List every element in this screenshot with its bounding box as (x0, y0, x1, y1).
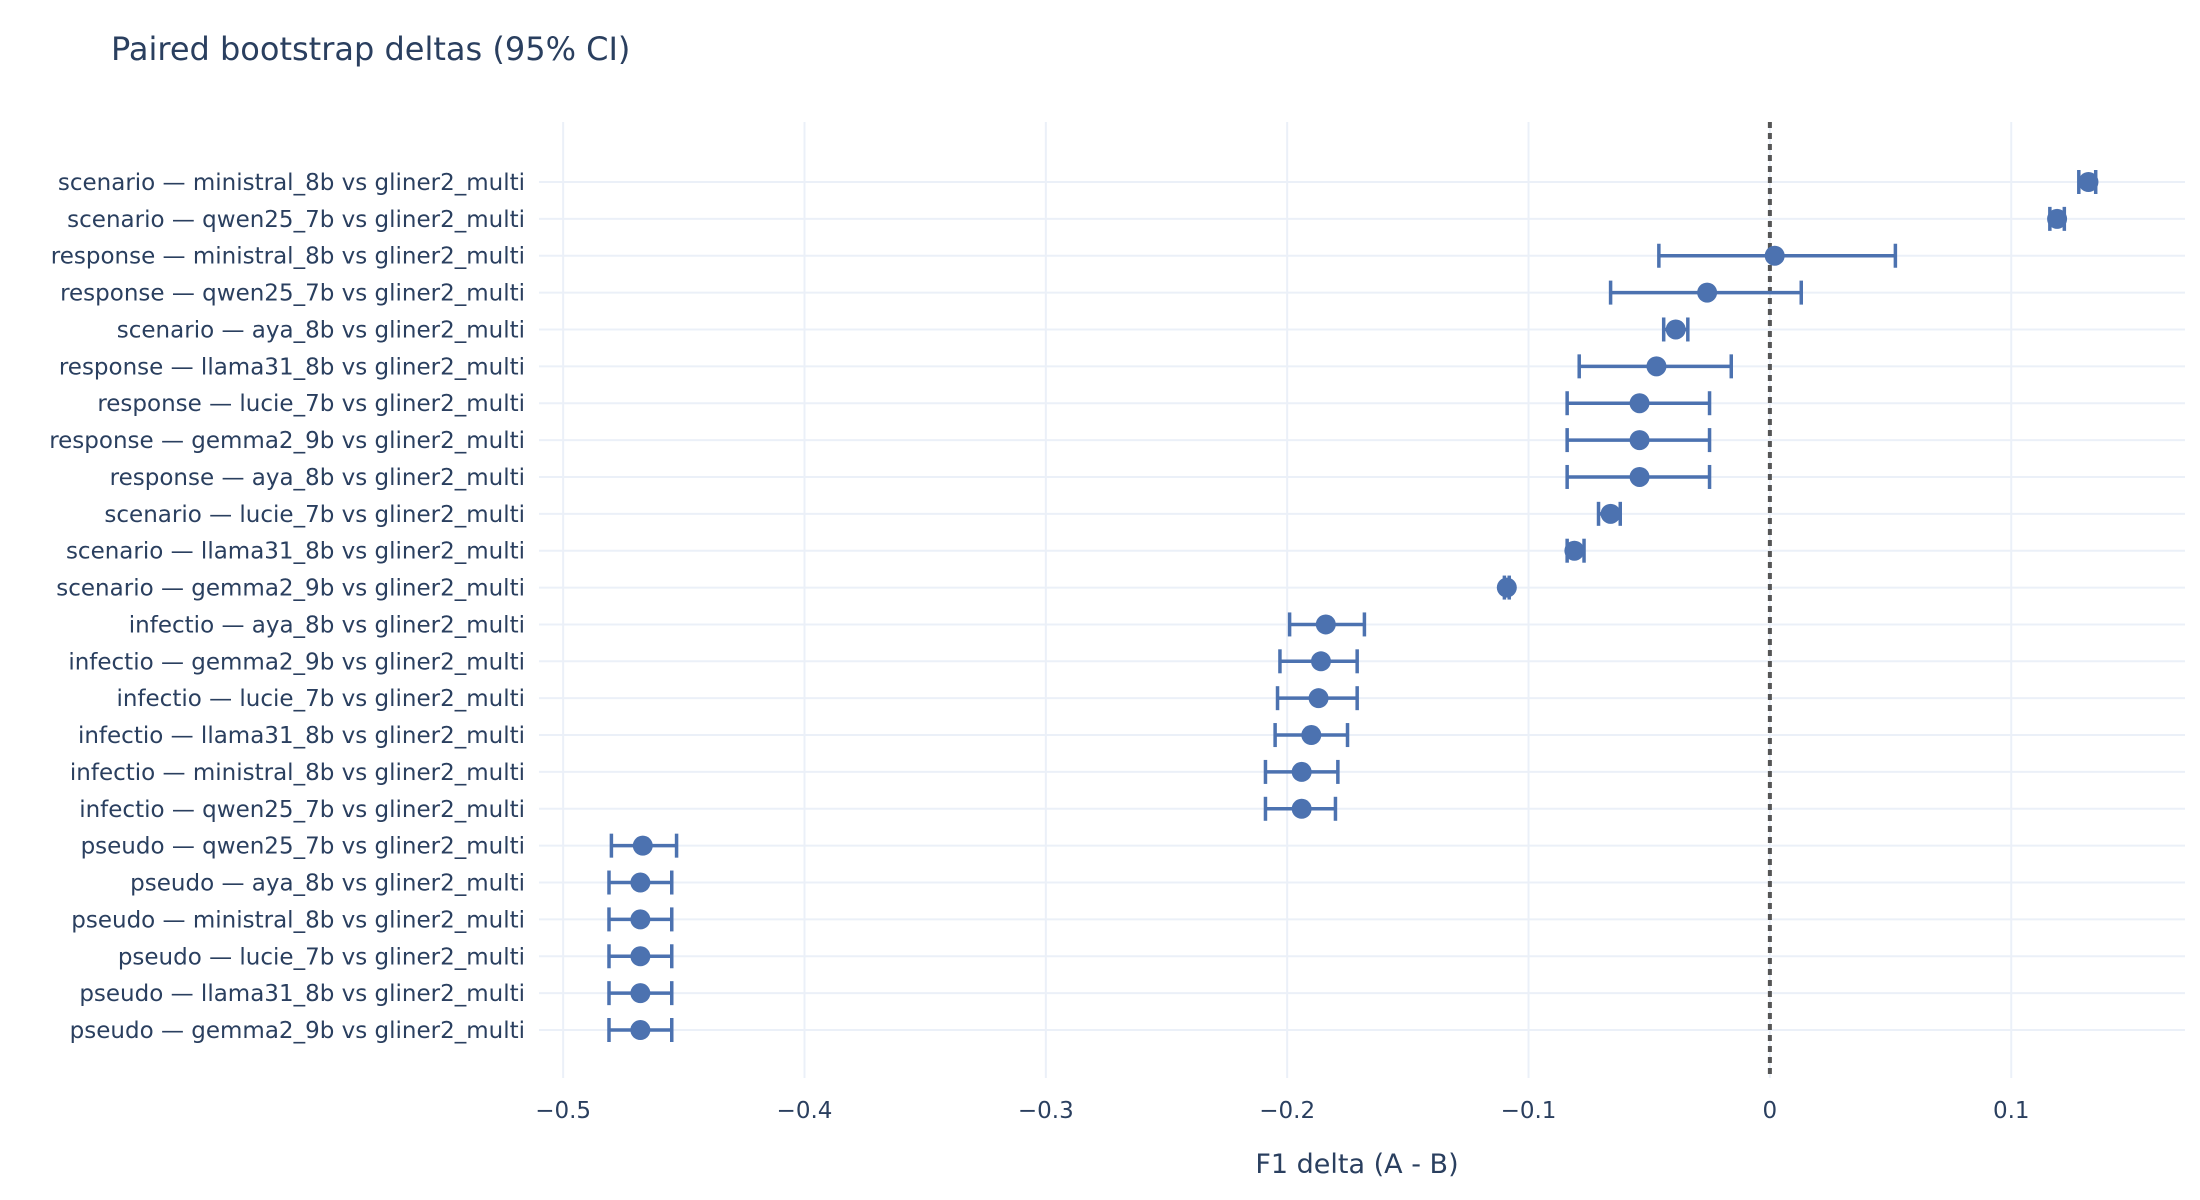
y-tick-label: scenario — qwen25_7b vs gliner2_multi (67, 207, 525, 233)
data-point-10 (1596, 501, 1622, 526)
y-tick-label: scenario — ministral_8b vs gliner2_multi (58, 170, 525, 196)
point-marker (630, 983, 651, 1004)
y-tick-label: pseudo — ministral_8b vs gliner2_multi (71, 907, 525, 933)
point-marker (2078, 172, 2099, 192)
point-marker (1308, 688, 1329, 709)
data-point-19 (609, 833, 679, 858)
point-marker (1600, 503, 1621, 524)
point-marker (1629, 430, 1650, 451)
point-marker (1646, 356, 1667, 377)
x-tick-label: −0.5 (535, 1098, 591, 1124)
chart-title: Paired bootstrap deltas (95% CI) (111, 30, 630, 68)
point-marker (1665, 319, 1686, 340)
data-point-4 (1608, 280, 1804, 305)
point-marker (1291, 761, 1312, 782)
data-point-18 (1263, 796, 1338, 821)
y-tick-label: pseudo — gemma2_9b vs gliner2_multi (70, 1018, 525, 1044)
y-axis-labels: scenario — ministral_8b vs gliner2_multi… (49, 170, 525, 1044)
point-marker (1310, 651, 1331, 672)
point-marker (630, 946, 651, 967)
x-axis-ticks: −0.5 −0.4 −0.3 −0.2 −0.1 0 0.1 (535, 1098, 2029, 1124)
point-marker (1315, 614, 1336, 635)
data-point-5 (1661, 317, 1690, 342)
point-marker (630, 872, 651, 893)
point-marker (630, 1020, 651, 1041)
point-marker (632, 835, 653, 856)
point-marker (1764, 245, 1785, 266)
grid (539, 122, 2185, 1078)
point-marker (1564, 540, 1585, 561)
y-tick-label: infectio — ministral_8b vs gliner2_multi (70, 760, 525, 786)
x-axis-label: F1 delta (A - B) (1255, 1149, 1458, 1180)
data-point-22 (607, 944, 674, 969)
y-tick-label: scenario — llama31_8b vs gliner2_multi (66, 539, 525, 565)
data-marks (607, 170, 2099, 1043)
data-point-15 (1275, 686, 1359, 711)
x-tick-label: −0.2 (1259, 1098, 1315, 1124)
data-point-21 (607, 907, 674, 932)
data-point-17 (1263, 759, 1340, 784)
y-tick-label: infectio — aya_8b vs gliner2_multi (129, 612, 525, 638)
point-marker (2047, 208, 2068, 229)
point-marker (1629, 466, 1650, 487)
y-tick-label: response — qwen25_7b vs gliner2_multi (60, 281, 525, 307)
data-point-20 (607, 870, 674, 895)
x-tick-label: −0.3 (1018, 1098, 1074, 1124)
data-point-2 (2047, 206, 2068, 231)
data-point-14 (1278, 649, 1359, 674)
y-tick-label: scenario — lucie_7b vs gliner2_multi (104, 502, 525, 528)
x-tick-label: −0.1 (1501, 1098, 1557, 1124)
y-tick-label: pseudo — llama31_8b vs gliner2_multi (79, 981, 525, 1007)
y-tick-label: infectio — llama31_8b vs gliner2_multi (78, 723, 525, 749)
x-tick-label: 0 (1763, 1098, 1778, 1124)
data-point-7 (1565, 391, 1712, 416)
data-point-6 (1577, 354, 1734, 379)
y-tick-label: pseudo — qwen25_7b vs gliner2_multi (81, 834, 525, 860)
data-point-11 (1564, 538, 1586, 563)
data-point-8 (1565, 428, 1712, 453)
y-tick-label: scenario — aya_8b vs gliner2_multi (117, 317, 525, 343)
data-point-13 (1287, 612, 1367, 637)
data-point-23 (607, 981, 674, 1006)
point-marker (1697, 282, 1718, 303)
y-tick-label: scenario — gemma2_9b vs gliner2_multi (56, 576, 525, 602)
data-point-1 (2077, 170, 2099, 194)
point-marker (1301, 725, 1322, 746)
point-marker (1629, 393, 1650, 414)
data-point-3 (1657, 243, 1898, 268)
y-tick-label: response — aya_8b vs gliner2_multi (110, 465, 525, 491)
y-tick-label: infectio — gemma2_9b vs gliner2_multi (68, 649, 525, 675)
y-tick-label: response — lucie_7b vs gliner2_multi (97, 391, 525, 417)
data-point-24 (607, 1018, 674, 1043)
y-tick-label: infectio — qwen25_7b vs gliner2_multi (79, 797, 525, 823)
point-marker (1496, 577, 1517, 598)
y-tick-label: infectio — lucie_7b vs gliner2_multi (116, 686, 525, 712)
x-tick-label: 0.1 (1993, 1098, 2030, 1124)
point-marker (630, 909, 651, 930)
data-point-16 (1273, 723, 1350, 748)
x-tick-label: −0.4 (777, 1098, 833, 1124)
y-tick-label: pseudo — lucie_7b vs gliner2_multi (118, 944, 525, 970)
data-point-12 (1496, 575, 1517, 600)
y-tick-label: pseudo — aya_8b vs gliner2_multi (130, 871, 525, 897)
y-tick-label: response — llama31_8b vs gliner2_multi (59, 354, 525, 380)
y-tick-label: response — gemma2_9b vs gliner2_multi (49, 428, 525, 454)
y-tick-label: response — ministral_8b vs gliner2_multi (51, 244, 525, 270)
point-marker (1291, 798, 1312, 819)
data-point-9 (1565, 464, 1712, 489)
